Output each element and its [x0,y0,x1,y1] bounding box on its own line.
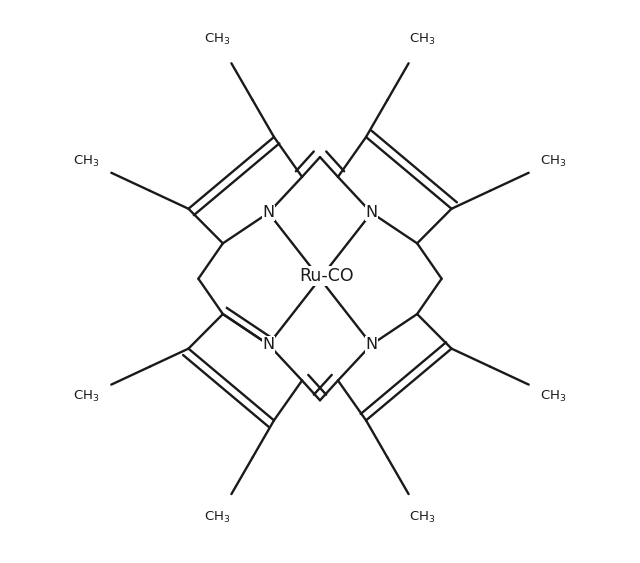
Text: Ru-CO: Ru-CO [300,267,354,285]
Text: CH$_3$: CH$_3$ [540,388,566,404]
Text: N: N [262,337,275,352]
Text: CH$_3$: CH$_3$ [409,32,435,47]
Text: N: N [365,337,378,352]
Text: CH$_3$: CH$_3$ [540,154,566,169]
Text: CH$_3$: CH$_3$ [409,510,435,525]
Text: N: N [262,205,275,220]
Text: CH$_3$: CH$_3$ [74,388,100,404]
Text: CH$_3$: CH$_3$ [74,154,100,169]
Text: N: N [365,205,378,220]
Text: CH$_3$: CH$_3$ [205,32,231,47]
Text: CH$_3$: CH$_3$ [205,510,231,525]
